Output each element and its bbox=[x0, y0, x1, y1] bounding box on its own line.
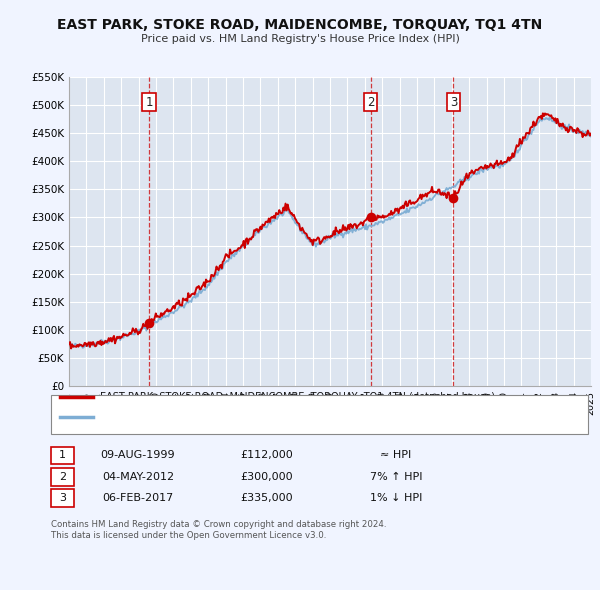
Text: HPI: Average price, detached house, Teignbridge: HPI: Average price, detached house, Teig… bbox=[100, 412, 338, 422]
Text: 04-MAY-2012: 04-MAY-2012 bbox=[102, 472, 174, 481]
Text: Price paid vs. HM Land Registry's House Price Index (HPI): Price paid vs. HM Land Registry's House … bbox=[140, 34, 460, 44]
Text: EAST PARK, STOKE ROAD, MAIDENCOMBE, TORQUAY, TQ1 4TN: EAST PARK, STOKE ROAD, MAIDENCOMBE, TORQ… bbox=[58, 18, 542, 32]
Text: 2: 2 bbox=[367, 96, 374, 109]
Text: ≈ HPI: ≈ HPI bbox=[380, 451, 412, 460]
Text: 1: 1 bbox=[59, 451, 66, 460]
Text: 3: 3 bbox=[450, 96, 457, 109]
Text: 1: 1 bbox=[145, 96, 153, 109]
Text: 3: 3 bbox=[59, 493, 66, 503]
Text: This data is licensed under the Open Government Licence v3.0.: This data is licensed under the Open Gov… bbox=[51, 531, 326, 540]
Text: EAST PARK, STOKE ROAD, MAIDENCOMBE, TORQUAY, TQ1 4TN (detached house): EAST PARK, STOKE ROAD, MAIDENCOMBE, TORQ… bbox=[100, 392, 495, 402]
Text: 09-AUG-1999: 09-AUG-1999 bbox=[101, 451, 175, 460]
Text: 1% ↓ HPI: 1% ↓ HPI bbox=[370, 493, 422, 503]
Text: £112,000: £112,000 bbox=[241, 451, 293, 460]
Text: £335,000: £335,000 bbox=[241, 493, 293, 503]
Text: Contains HM Land Registry data © Crown copyright and database right 2024.: Contains HM Land Registry data © Crown c… bbox=[51, 520, 386, 529]
Text: £300,000: £300,000 bbox=[241, 472, 293, 481]
Text: 7% ↑ HPI: 7% ↑ HPI bbox=[370, 472, 422, 481]
Text: 2: 2 bbox=[59, 472, 66, 481]
Text: 06-FEB-2017: 06-FEB-2017 bbox=[103, 493, 173, 503]
